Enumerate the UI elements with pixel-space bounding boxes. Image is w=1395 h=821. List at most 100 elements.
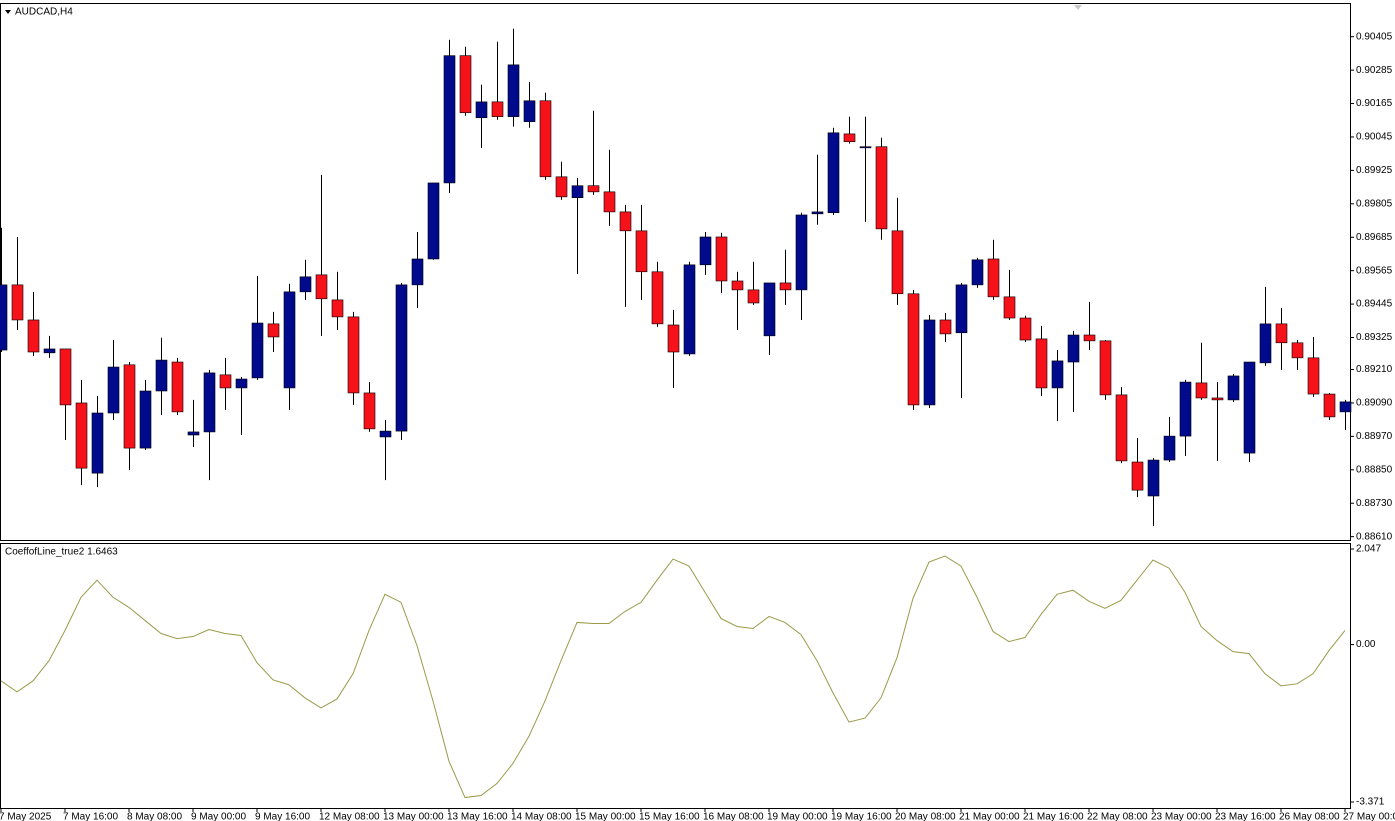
candle-body (587, 185, 600, 193)
y-tick-label: 0.90285 (1356, 65, 1393, 76)
y-tick-label: 0.88970 (1356, 431, 1393, 442)
x-tick-label: 23 May 00:00 (1151, 812, 1212, 821)
candle-body (187, 431, 200, 436)
y-tick-label: 0.90045 (1356, 132, 1393, 143)
y-tick-label: 0.00 (1356, 639, 1376, 650)
candle-body (763, 282, 776, 337)
candle-body (299, 276, 312, 293)
x-tick-label: 19 May 16:00 (831, 812, 892, 821)
y-tick-label: 0.90165 (1356, 98, 1393, 109)
candle-body (971, 259, 984, 286)
x-tick-label: 20 May 08:00 (895, 812, 956, 821)
candle-body (331, 299, 344, 318)
candle-body (379, 430, 392, 438)
candle-body (283, 291, 296, 389)
candle-body (27, 319, 40, 353)
candle-body (1019, 317, 1032, 341)
shift-marker (1074, 5, 1082, 10)
x-tick-label: 21 May 16:00 (1023, 812, 1084, 821)
candle-body (475, 101, 488, 119)
indicator-line (0, 555, 1346, 799)
candle-body (123, 364, 136, 449)
candle-body (747, 289, 760, 304)
y-tick-label: 0.88610 (1356, 531, 1393, 542)
y-tick-label: 2.047 (1356, 544, 1381, 555)
candle-body (779, 282, 792, 291)
y-tick-label: 0.89325 (1356, 332, 1393, 343)
candle-body (1035, 338, 1048, 389)
candle-body (1147, 459, 1160, 497)
x-tick-label: 12 May 08:00 (319, 812, 380, 821)
candle-body (491, 101, 504, 117)
x-tick-label: 7 May 16:00 (63, 812, 118, 821)
y-tick-label: 0.89445 (1356, 299, 1393, 310)
candle-body (843, 133, 856, 143)
x-tick-label: 23 May 16:00 (1215, 812, 1276, 821)
x-tick-label: 16 May 08:00 (703, 812, 764, 821)
candle-body (859, 146, 872, 149)
candle-body (507, 64, 520, 117)
y-tick-label: 0.90405 (1356, 31, 1393, 42)
x-tick-label: 13 May 00:00 (383, 812, 444, 821)
y-tick-label: 0.89685 (1356, 232, 1393, 243)
candle-body (267, 323, 280, 338)
x-tick-label: 22 May 08:00 (1087, 812, 1148, 821)
candle-body (107, 366, 120, 414)
candle-body (907, 293, 920, 406)
candle-body (1243, 361, 1256, 454)
candle-body (1067, 334, 1080, 363)
candle-body (1179, 381, 1192, 437)
candle-body (987, 258, 1000, 298)
candle-body (347, 316, 360, 394)
x-tick-label: 9 May 00:00 (191, 812, 246, 821)
candle-body (459, 55, 472, 114)
candle-body (43, 348, 56, 354)
candle-body (555, 176, 568, 198)
candle-body (571, 185, 584, 198)
indicator-title: CoeffofLine_true2 1.6463 (5, 547, 118, 558)
candle-body (939, 319, 952, 335)
candle-body (251, 322, 264, 379)
y-tick-label: 0.89210 (1356, 364, 1393, 375)
candle-body (427, 182, 440, 260)
candle-body (1195, 382, 1208, 399)
candle-body (75, 402, 88, 469)
candle-body (1227, 375, 1240, 401)
candle-body (1115, 394, 1128, 462)
candle-body (203, 372, 216, 433)
candle-body (635, 230, 648, 273)
candle-body (11, 284, 24, 321)
y-tick-label: 0.89090 (1356, 398, 1393, 409)
candle-body (651, 271, 664, 325)
x-tick-label: 7 May 2025 (0, 812, 52, 821)
menu-arrow[interactable] (5, 10, 11, 14)
y-tick-label: 0.89805 (1356, 198, 1393, 209)
candle-body (443, 55, 456, 184)
y-tick-label: 0.89925 (1356, 165, 1393, 176)
candle-body (139, 390, 152, 449)
candle-body (395, 284, 408, 432)
candle-body (795, 214, 808, 291)
candle-body (1211, 397, 1224, 401)
candle-body (715, 236, 728, 282)
candle-body (235, 378, 248, 389)
x-tick-label: 15 May 16:00 (639, 812, 700, 821)
x-tick-label: 13 May 16:00 (447, 812, 508, 821)
candle-body (699, 236, 712, 266)
candle-body (59, 348, 72, 406)
x-tick-label: 19 May 00:00 (767, 812, 828, 821)
candle-body (1323, 393, 1336, 418)
candle-body (1163, 435, 1176, 461)
x-tick-label: 15 May 00:00 (575, 812, 636, 821)
candle-body (1339, 401, 1352, 413)
candle-body (1099, 340, 1112, 396)
candle-body (363, 392, 376, 430)
candle-body (1003, 296, 1016, 319)
candle-body (1259, 323, 1272, 364)
candle-body (891, 230, 904, 295)
chart-title: AUDCAD,H4 (15, 7, 73, 18)
candle-body (523, 100, 536, 122)
candle-body (683, 264, 696, 355)
candle-body (603, 191, 616, 213)
candle-body (1275, 323, 1288, 344)
